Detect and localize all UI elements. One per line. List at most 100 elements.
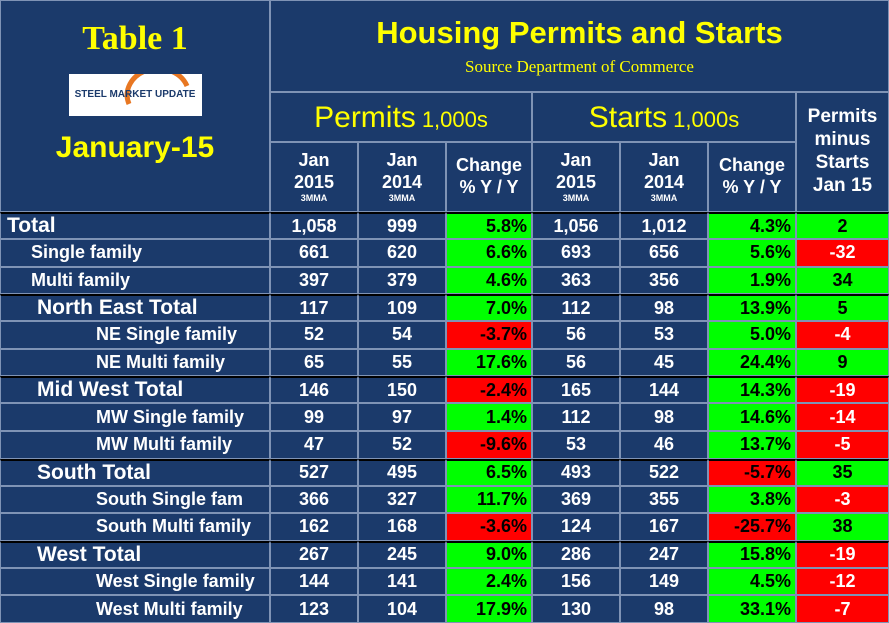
cell-value: 24.4% bbox=[708, 348, 796, 377]
cell-value: 13.7% bbox=[708, 431, 796, 459]
row-label: Single family bbox=[0, 239, 270, 267]
cell-value: 156 bbox=[532, 567, 620, 596]
cell-value: 104 bbox=[358, 595, 446, 623]
cell-value: 661 bbox=[270, 239, 358, 267]
cell-value: -3 bbox=[796, 485, 889, 514]
cell-value: 123 bbox=[270, 595, 358, 623]
cell-value: 162 bbox=[270, 513, 358, 541]
column-header-line: Change bbox=[718, 155, 785, 176]
cell-value: -9.6% bbox=[446, 431, 532, 459]
row-label: MW Multi family bbox=[0, 431, 270, 459]
column-header-line: Jan bbox=[298, 150, 330, 170]
cell-value: 4.5% bbox=[708, 567, 796, 596]
cell-value: 1.9% bbox=[708, 266, 796, 295]
cell-value: 247 bbox=[620, 540, 708, 568]
cell-value: 6.5% bbox=[446, 458, 532, 486]
group-label: Total bbox=[0, 212, 270, 239]
cell-value: 366 bbox=[270, 485, 358, 514]
cell-value: 493 bbox=[532, 458, 620, 486]
column-header: Jan 2015 3MMA bbox=[532, 142, 620, 212]
cell-value: -4 bbox=[796, 321, 889, 349]
cell-value: 54 bbox=[358, 321, 446, 349]
cell-value: 14.3% bbox=[708, 376, 796, 404]
column-header-line: Change bbox=[455, 155, 522, 176]
group-label: Mid West Total bbox=[0, 376, 270, 404]
cell-value: 144 bbox=[270, 567, 358, 596]
cell-value: 693 bbox=[532, 239, 620, 267]
column-header-line: Jan bbox=[386, 150, 418, 170]
group-label: West Total bbox=[0, 540, 270, 568]
group-label: South Total bbox=[0, 458, 270, 486]
row-label: West Single family bbox=[0, 567, 270, 596]
cell-value: -14 bbox=[796, 403, 889, 431]
cell-value: 14.6% bbox=[708, 403, 796, 431]
cell-value: 1.4% bbox=[446, 403, 532, 431]
cell-value: 130 bbox=[532, 595, 620, 623]
difference-header-line: minus bbox=[814, 129, 871, 151]
title: Housing Permits and Starts bbox=[376, 15, 783, 51]
difference-header: Permits minus Starts Jan 15 bbox=[796, 92, 889, 212]
cell-value: 45 bbox=[620, 348, 708, 377]
cell-value: 53 bbox=[620, 321, 708, 349]
cell-value: 2 bbox=[796, 212, 889, 239]
cell-value: 15.8% bbox=[708, 540, 796, 568]
cell-value: 98 bbox=[620, 294, 708, 322]
cell-value: 144 bbox=[620, 376, 708, 404]
column-note: 3MMA bbox=[650, 193, 678, 204]
row-label: South Single fam bbox=[0, 485, 270, 514]
row-label: MW Single family bbox=[0, 403, 270, 431]
difference-header-line: Starts bbox=[815, 152, 870, 173]
column-header-line: 2014 bbox=[643, 171, 685, 192]
period: January-15 bbox=[55, 130, 215, 164]
cell-value: 267 bbox=[270, 540, 358, 568]
cell-value: 5.6% bbox=[708, 239, 796, 267]
cell-value: 3.8% bbox=[708, 485, 796, 514]
column-header-line: Jan bbox=[560, 150, 592, 170]
section-header: Permits 1,000s bbox=[270, 92, 532, 142]
cell-value: 56 bbox=[532, 348, 620, 377]
cell-value: -5 bbox=[796, 431, 889, 459]
column-note: 3MMA bbox=[300, 193, 328, 204]
column-header-line: 2014 bbox=[381, 171, 423, 192]
section-unit: 1,000s bbox=[673, 107, 740, 132]
section-name: Permits bbox=[314, 101, 416, 134]
cell-value: 149 bbox=[620, 567, 708, 596]
cell-value: -19 bbox=[796, 376, 889, 404]
cell-value: -7 bbox=[796, 595, 889, 623]
cell-value: 522 bbox=[620, 458, 708, 486]
cell-value: 52 bbox=[358, 431, 446, 459]
cell-value: 5.0% bbox=[708, 321, 796, 349]
cell-value: 2.4% bbox=[446, 567, 532, 596]
cell-value: 356 bbox=[620, 266, 708, 295]
cell-value: 165 bbox=[532, 376, 620, 404]
cell-value: -3.6% bbox=[446, 513, 532, 541]
cell-value: 98 bbox=[620, 403, 708, 431]
column-header: Jan 2014 3MMA bbox=[620, 142, 708, 212]
row-label: NE Multi family bbox=[0, 348, 270, 377]
cell-value: 98 bbox=[620, 595, 708, 623]
cell-value: 38 bbox=[796, 513, 889, 541]
logo-arc bbox=[124, 73, 189, 105]
column-header-line: % Y / Y bbox=[722, 177, 782, 197]
cell-value: 146 bbox=[270, 376, 358, 404]
cell-value: 112 bbox=[532, 403, 620, 431]
cell-value: -3.7% bbox=[446, 321, 532, 349]
cell-value: 141 bbox=[358, 567, 446, 596]
cell-value: 117 bbox=[270, 294, 358, 322]
cell-value: 5 bbox=[796, 294, 889, 322]
cell-value: 527 bbox=[270, 458, 358, 486]
cell-value: 13.9% bbox=[708, 294, 796, 322]
logo-text: STEEL MARKET UPDATE bbox=[74, 88, 196, 100]
title-cell: Housing Permits and Starts Source Depart… bbox=[270, 0, 889, 92]
group-label: North East Total bbox=[0, 294, 270, 322]
cell-value: 55 bbox=[358, 348, 446, 377]
cell-value: 355 bbox=[620, 485, 708, 514]
source: Source Department of Commerce bbox=[465, 57, 694, 77]
column-note: 3MMA bbox=[388, 193, 416, 204]
cell-value: 4.3% bbox=[708, 212, 796, 239]
row-label: South Multi family bbox=[0, 513, 270, 541]
row-label: West Multi family bbox=[0, 595, 270, 623]
column-header-line: Jan bbox=[648, 150, 680, 170]
column-header: Jan 2015 3MMA bbox=[270, 142, 358, 212]
cell-value: -25.7% bbox=[708, 513, 796, 541]
